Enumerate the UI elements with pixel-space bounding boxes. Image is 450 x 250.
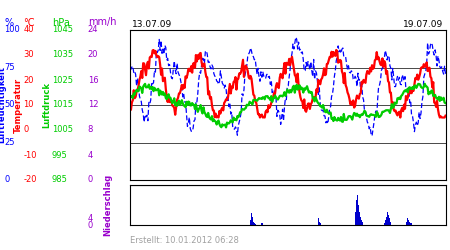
Bar bbox=[359, 212, 360, 225]
Text: 19.07.09: 19.07.09 bbox=[403, 20, 443, 29]
Text: Luftfeuchtigkeit: Luftfeuchtigkeit bbox=[0, 66, 6, 144]
Bar bbox=[407, 218, 409, 225]
Text: 8: 8 bbox=[88, 126, 93, 134]
Text: Erstellt: 10.01.2012 06:28: Erstellt: 10.01.2012 06:28 bbox=[130, 236, 238, 245]
Text: Temperatur: Temperatur bbox=[14, 78, 22, 132]
Bar bbox=[318, 218, 319, 225]
Bar bbox=[261, 223, 262, 225]
Bar bbox=[262, 223, 263, 225]
Text: hPa: hPa bbox=[52, 18, 70, 28]
Bar bbox=[357, 195, 359, 225]
Bar bbox=[411, 223, 412, 225]
Text: 24: 24 bbox=[88, 26, 98, 35]
Bar bbox=[255, 224, 256, 225]
Text: 20: 20 bbox=[88, 50, 98, 59]
Text: Luftdruck: Luftdruck bbox=[43, 82, 52, 128]
Bar bbox=[406, 222, 407, 225]
Text: 0: 0 bbox=[23, 126, 29, 134]
Text: 50: 50 bbox=[4, 100, 15, 110]
Text: 16: 16 bbox=[88, 76, 99, 84]
Text: 100: 100 bbox=[4, 26, 20, 35]
Text: %: % bbox=[4, 18, 13, 28]
Text: Niederschlag: Niederschlag bbox=[104, 174, 112, 236]
Bar bbox=[387, 215, 389, 225]
Bar bbox=[319, 222, 320, 225]
Bar bbox=[252, 217, 253, 225]
Bar bbox=[360, 217, 361, 225]
Text: 985: 985 bbox=[52, 176, 68, 184]
Text: °C: °C bbox=[23, 18, 35, 28]
Text: 4: 4 bbox=[88, 214, 93, 223]
Text: 995: 995 bbox=[52, 150, 68, 160]
Bar bbox=[410, 223, 411, 225]
Text: 1005: 1005 bbox=[52, 126, 73, 134]
Bar bbox=[385, 220, 386, 225]
Text: 30: 30 bbox=[23, 50, 34, 59]
Text: 1045: 1045 bbox=[52, 26, 73, 35]
Text: mm/h: mm/h bbox=[88, 18, 116, 28]
Bar bbox=[409, 222, 410, 225]
Bar bbox=[320, 223, 321, 225]
Text: 4: 4 bbox=[88, 150, 93, 160]
Text: 0: 0 bbox=[88, 176, 93, 184]
Text: 13.07.09: 13.07.09 bbox=[132, 20, 172, 29]
Text: 12: 12 bbox=[88, 100, 98, 110]
Text: 1015: 1015 bbox=[52, 100, 73, 110]
Text: 75: 75 bbox=[4, 63, 15, 72]
Bar bbox=[362, 222, 363, 225]
Text: 20: 20 bbox=[23, 76, 34, 84]
Text: 25: 25 bbox=[4, 138, 15, 147]
Bar bbox=[390, 222, 392, 225]
Bar bbox=[389, 220, 391, 225]
Text: 10: 10 bbox=[23, 100, 34, 110]
Bar bbox=[388, 218, 390, 225]
Bar bbox=[408, 220, 410, 225]
Bar bbox=[384, 223, 385, 225]
Bar bbox=[356, 200, 358, 225]
Text: 1025: 1025 bbox=[52, 76, 73, 84]
Bar bbox=[361, 220, 362, 225]
Bar bbox=[251, 213, 252, 225]
Bar bbox=[250, 220, 251, 225]
Bar bbox=[254, 223, 255, 225]
Text: -20: -20 bbox=[23, 176, 37, 184]
Text: 40: 40 bbox=[23, 26, 34, 35]
Text: 1035: 1035 bbox=[52, 50, 73, 59]
Text: -10: -10 bbox=[23, 150, 37, 160]
Bar bbox=[253, 222, 254, 225]
Bar bbox=[386, 217, 387, 225]
Text: 0: 0 bbox=[4, 176, 10, 184]
Bar bbox=[358, 205, 360, 225]
Text: 0: 0 bbox=[88, 220, 93, 230]
